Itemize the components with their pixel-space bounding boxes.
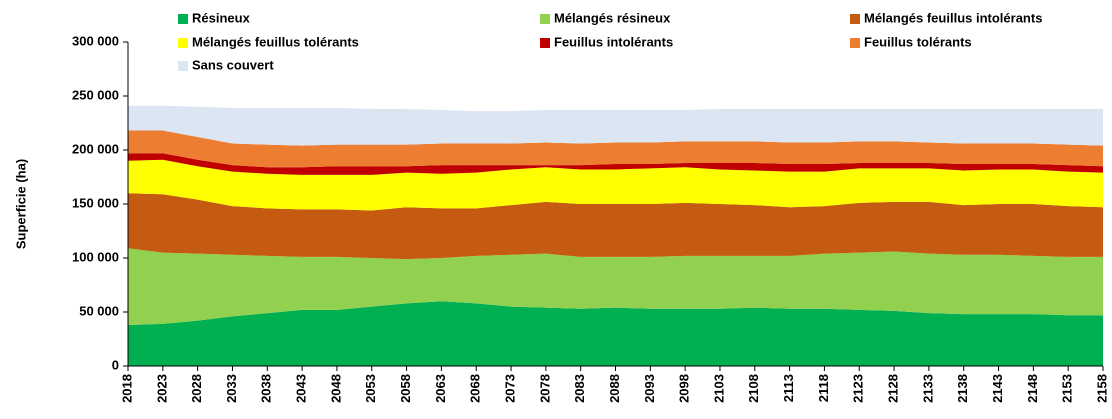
legend-item: Résineux <box>178 10 251 25</box>
x-tick-label: 2153 <box>1060 374 1075 403</box>
x-tick-label: 2018 <box>119 374 134 403</box>
y-tick-label: 50 000 <box>79 303 119 318</box>
x-tick-label: 2043 <box>294 374 309 403</box>
x-tick-label: 2048 <box>328 374 343 403</box>
x-tick-label: 2063 <box>433 374 448 403</box>
legend-swatch <box>540 14 550 24</box>
area <box>128 105 1103 146</box>
legend-label: Feuillus tolérants <box>864 34 972 49</box>
x-tick-label: 2118 <box>816 374 831 402</box>
x-tick-label: 2108 <box>746 374 761 403</box>
legend-item: Mélangés résineux <box>540 10 671 25</box>
x-tick-label: 2143 <box>990 374 1005 403</box>
x-tick-label: 2053 <box>363 374 378 403</box>
x-tick-label: 2158 <box>1094 374 1109 403</box>
y-tick-label: 100 000 <box>72 249 119 264</box>
x-tick-label: 2058 <box>398 374 413 403</box>
x-tick-label: 2128 <box>886 374 901 403</box>
x-tick-label: 2138 <box>955 374 970 403</box>
legend-swatch <box>540 38 550 48</box>
legend-swatch <box>178 61 188 71</box>
area <box>128 248 1103 325</box>
legend-label: Mélangés feuillus tolérants <box>192 34 359 49</box>
area <box>128 130 1103 168</box>
legend-label: Résineux <box>192 10 251 25</box>
x-tick-label: 2148 <box>1025 374 1040 403</box>
y-tick-label: 200 000 <box>72 141 119 156</box>
x-tick-label: 2033 <box>224 374 239 403</box>
legend-item: Sans couvert <box>178 57 274 72</box>
y-axis-title: Superficie (ha) <box>13 159 28 249</box>
x-tick-label: 2133 <box>920 374 935 403</box>
legend-item: Feuillus tolérants <box>850 34 972 49</box>
x-tick-label: 2123 <box>851 374 866 403</box>
legend-swatch <box>850 38 860 48</box>
x-tick-label: 2073 <box>502 374 517 403</box>
legend-swatch <box>850 14 860 24</box>
legend-label: Feuillus intolérants <box>554 34 673 49</box>
area <box>128 301 1103 366</box>
x-tick-label: 2023 <box>154 374 169 403</box>
area <box>128 153 1103 175</box>
legend-item: Mélangés feuillus intolérants <box>850 10 1042 25</box>
x-tick-label: 2113 <box>781 374 796 402</box>
y-tick-label: 0 <box>112 357 119 372</box>
y-tick-label: 250 000 <box>72 87 119 102</box>
legend-label: Mélangés feuillus intolérants <box>864 10 1042 25</box>
legend-label: Mélangés résineux <box>554 10 671 25</box>
x-tick-label: 2103 <box>711 374 726 403</box>
x-tick-label: 2068 <box>468 374 483 403</box>
x-tick-label: 2088 <box>607 374 622 403</box>
x-tick-label: 2098 <box>677 374 692 403</box>
y-tick-label: 150 000 <box>72 195 119 210</box>
legend-label: Sans couvert <box>192 57 274 72</box>
y-tick-label: 300 000 <box>72 33 119 48</box>
x-tick-label: 2083 <box>572 374 587 403</box>
x-tick-label: 2038 <box>259 374 274 403</box>
x-tick-label: 2028 <box>189 374 204 403</box>
area <box>128 159 1103 211</box>
x-tick-label: 2093 <box>642 374 657 403</box>
x-tick-label: 2078 <box>537 374 552 403</box>
legend-item: Mélangés feuillus tolérants <box>178 34 359 49</box>
legend-swatch <box>178 38 188 48</box>
legend-swatch <box>178 14 188 24</box>
area <box>128 193 1103 260</box>
legend-item: Feuillus intolérants <box>540 34 673 49</box>
